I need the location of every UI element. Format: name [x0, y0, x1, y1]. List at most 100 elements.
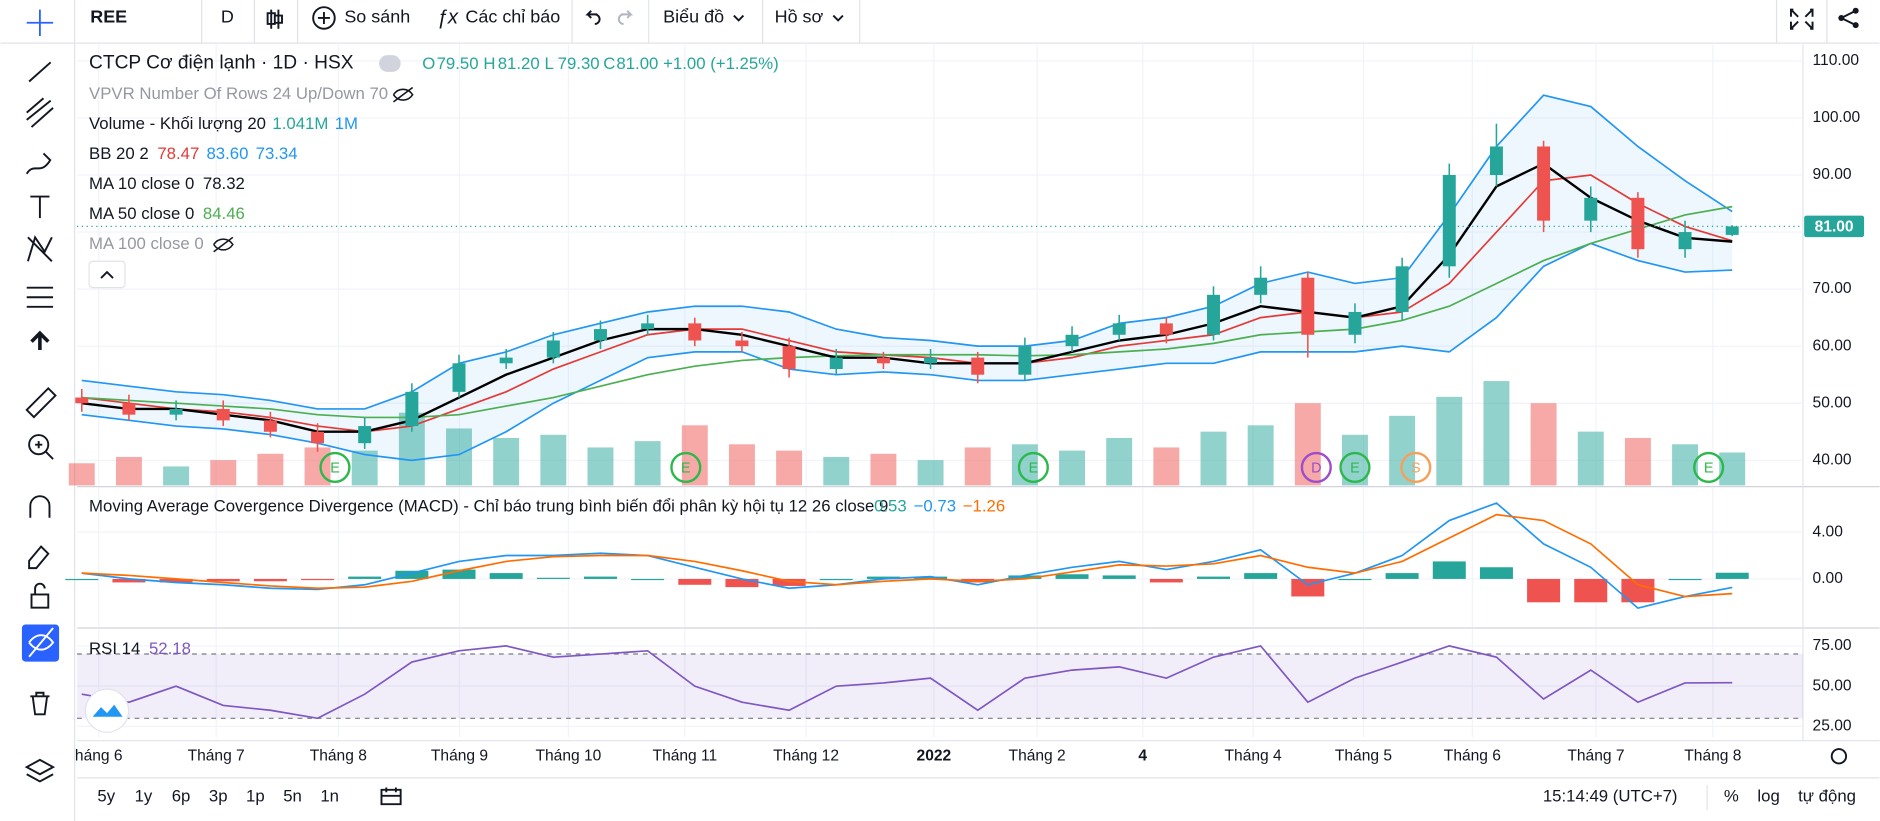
dot [1838, 14, 1845, 21]
x-tick-label: Tháng 12 [773, 747, 839, 764]
y-tick-label: 0.00 [1813, 570, 1844, 587]
zoom-plus [35, 441, 54, 460]
range-button[interactable]: 1y [135, 786, 153, 805]
candle-body [1442, 175, 1456, 267]
legend-ma50-value: 84.46 [203, 204, 245, 223]
rsi-band [77, 653, 1803, 719]
volume-bar [917, 460, 944, 486]
legend-ma10-value: 78.32 [203, 174, 245, 193]
range-button[interactable]: 5y [97, 786, 115, 805]
chevron-up [100, 270, 114, 279]
pattern-tool[interactable] [26, 235, 53, 262]
candle-body [1254, 277, 1268, 295]
event-marker [1400, 451, 1432, 484]
volume-bar [587, 447, 614, 486]
event-label: E [1029, 460, 1039, 476]
hidden-icon[interactable] [392, 86, 414, 103]
brush-tool[interactable] [25, 152, 52, 175]
ruler-tool[interactable] [25, 386, 57, 419]
candle-body [1678, 232, 1692, 250]
crosshair-tool[interactable] [26, 9, 54, 36]
legend-macd-signal: −1.26 [963, 496, 1005, 515]
compare-icon[interactable] [312, 6, 336, 30]
candle-body [971, 357, 985, 375]
histogram-bar [1527, 578, 1561, 603]
undo[interactable] [585, 10, 601, 25]
fib-tool[interactable] [26, 97, 54, 128]
legend-c: C [603, 54, 615, 73]
range-button[interactable]: 5n [283, 786, 302, 805]
histogram-bar [1621, 578, 1655, 603]
volume-bar [68, 463, 95, 486]
legend-toggle[interactable] [88, 260, 126, 289]
range-button[interactable]: 6p [172, 786, 191, 805]
text-tool[interactable] [30, 195, 50, 219]
histogram-bar [489, 573, 523, 579]
bottom-bar: 15:14:49 (UTC+7) % log tự động 5y 1y 6p 3p 1… [97, 748, 1856, 811]
volume-bar [540, 434, 567, 486]
candle-body [546, 340, 560, 358]
legend-change: +1.00 (+1.25%) [663, 54, 779, 73]
fx-icon[interactable]: ƒx [437, 6, 459, 28]
symbol[interactable]: REE [90, 7, 127, 27]
indicators-button[interactable]: Các chỉ báo [465, 7, 560, 27]
percent-toggle[interactable]: % [1724, 786, 1739, 805]
series-line [81, 94, 1733, 410]
lock-draw-tool[interactable] [28, 545, 50, 570]
logo[interactable] [84, 688, 130, 733]
log-toggle[interactable]: log [1757, 786, 1779, 805]
candle-body [641, 323, 655, 330]
zoom-tool[interactable] [28, 434, 50, 456]
series-line [81, 644, 1733, 720]
volume-bar [115, 456, 142, 486]
y-tick-label: 100.00 [1813, 109, 1861, 126]
compare-button[interactable]: So sánh [344, 7, 410, 27]
prediction-tool[interactable] [26, 286, 54, 308]
chart-menu[interactable]: Biểu đồ [663, 7, 724, 27]
chart-type-icon[interactable] [266, 9, 283, 29]
candle-body [1018, 346, 1032, 375]
volume-bar [1342, 434, 1368, 486]
candle-body [1584, 197, 1598, 221]
candle-body [1112, 323, 1126, 335]
layers-tool[interactable] [24, 758, 56, 783]
x-tick-label: Tháng 6 [1444, 747, 1501, 764]
trash-tool[interactable] [30, 691, 50, 716]
range-button[interactable]: 1p [246, 786, 265, 805]
hidden-icon[interactable] [213, 236, 234, 253]
histogram-bar [301, 578, 335, 581]
histogram-bar [1338, 578, 1372, 581]
x-tick-label: Tháng 8 [310, 747, 367, 764]
legend: CTCP Cơ điện lạnh · 1D · HSX O 79.50 H 8… [84, 53, 1005, 733]
x-tick-label: 4 [1138, 747, 1147, 764]
profile-menu[interactable]: Hồ sơ [775, 7, 824, 27]
lock-tool[interactable] [30, 593, 50, 609]
volume-bar [446, 428, 472, 486]
date-range-icon[interactable] [380, 787, 402, 806]
volume-bar [964, 447, 991, 486]
legend-l: L [544, 54, 553, 73]
event-label: S [1411, 460, 1421, 476]
settings-icon[interactable] [1830, 748, 1848, 765]
legend-bb-lower: 73.34 [256, 144, 298, 163]
fullscreen[interactable] [1790, 8, 1814, 30]
volume-bar [257, 453, 284, 486]
legend-bb: BB 20 2 [89, 144, 149, 163]
arrow-tool[interactable] [30, 330, 50, 350]
legend-symbol: CTCP Cơ điện lạnh · 1D · HSX [89, 53, 354, 74]
left-toolbar [21, 9, 60, 783]
line-tool[interactable] [28, 61, 52, 83]
volume-bar [1247, 425, 1274, 486]
range-button[interactable]: 1n [320, 786, 339, 805]
magnet-tool[interactable] [29, 495, 51, 518]
histogram-bar [536, 577, 570, 579]
x-tick-label: Tháng 10 [535, 747, 601, 764]
collapse-btn[interactable] [379, 55, 401, 72]
histogram-bar [1432, 561, 1466, 579]
interval[interactable]: D [221, 7, 234, 27]
redo[interactable] [617, 10, 634, 25]
candle-body [216, 408, 230, 421]
range-button[interactable]: 3p [209, 786, 228, 805]
volume-bar [634, 441, 661, 486]
auto-toggle[interactable]: tự động [1798, 786, 1856, 805]
